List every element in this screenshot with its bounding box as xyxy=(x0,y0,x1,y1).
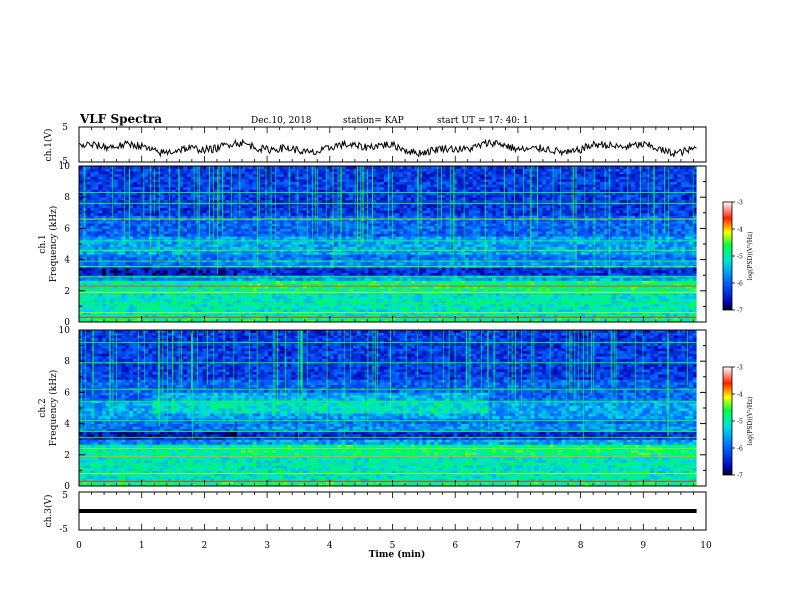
colorbar-tick-label: -4 xyxy=(737,227,743,234)
ch1-spectrogram xyxy=(79,166,706,323)
freq-tick-label: 10 xyxy=(59,162,71,172)
colorbar-tick-label: -7 xyxy=(737,473,743,480)
freq-tick-label: 2 xyxy=(64,451,70,461)
ch1-spec-label: ch.1 xyxy=(38,234,48,253)
ch1-spec-yticks: 0 2 4 6 8 10 xyxy=(59,162,706,328)
ch1-ytick-top: 5 xyxy=(62,123,68,133)
freq-tick-label: 10 xyxy=(59,326,71,336)
ch2-colorbar: -3 -4 -5 -6 -7 log(PSD)(V²/Hz) xyxy=(722,365,754,480)
freq-tick-label: 8 xyxy=(64,357,70,367)
time-tick-label: 10 xyxy=(700,541,712,551)
time-tick-label: 8 xyxy=(578,541,584,551)
freq-tick-label: 0 xyxy=(64,318,70,328)
time-tick-label: 4 xyxy=(327,541,333,551)
x-axis-tick-labels: 0 1 2 3 4 5 6 7 8 9 10 xyxy=(76,541,712,551)
colorbar-tick-label: -6 xyxy=(737,281,743,288)
station-label: station= KAP xyxy=(343,116,404,126)
ch3-ytick-bottom: -5 xyxy=(59,525,68,535)
figure-title: VLF Spectra xyxy=(79,112,162,126)
time-tick-label: 2 xyxy=(202,541,208,551)
ch1-colorbar: -3 -4 -5 -6 -7 log(PSD)(V²/Hz) xyxy=(722,200,754,315)
freq-tick-label: 2 xyxy=(64,287,70,297)
start-time-label: start UT = 17: 40: 1 xyxy=(437,116,529,126)
ch3-waveform-panel: ch.3(V) 5 -5 xyxy=(43,491,707,535)
freq-tick-label: 4 xyxy=(64,256,70,266)
time-tick-label: 3 xyxy=(264,541,270,551)
time-tick-label: 5 xyxy=(390,541,396,551)
freq-tick-label: 6 xyxy=(64,224,70,234)
ch3-ytick-top: 5 xyxy=(62,491,68,501)
freq-tick-label: 6 xyxy=(64,388,70,398)
freq-tick-label: 8 xyxy=(64,193,70,203)
ch1-colorbar-label: log(PSD)(V²/Hz) xyxy=(747,232,754,281)
ch1-spectrogram-panel: ch.1 Frequency (kHz) 0 2 4 6 8 10 xyxy=(38,162,707,328)
freq-tick-label: 0 xyxy=(64,482,70,492)
date-label: Dec.10, 2018 xyxy=(251,116,312,126)
time-tick-label: 6 xyxy=(452,541,458,551)
ch2-spec-ylabel: Frequency (kHz) xyxy=(48,370,59,447)
time-tick-label: 1 xyxy=(139,541,145,551)
ch2-spectrogram-panel: ch.2 Frequency (kHz) 0 2 4 6 8 10 xyxy=(38,326,707,492)
ch2-spectrogram xyxy=(79,330,706,487)
x-axis-label: Time (min) xyxy=(369,549,426,560)
colorbar-tick-label: -4 xyxy=(737,392,743,399)
ch3-ylabel: ch.3(V) xyxy=(43,495,54,528)
time-tick-label: 9 xyxy=(640,541,646,551)
ch2-spec-yticks: 0 2 4 6 8 10 xyxy=(59,326,706,492)
freq-tick-label: 4 xyxy=(64,420,70,430)
ch2-spec-label: ch.2 xyxy=(38,398,48,417)
ch1-trace xyxy=(78,138,697,158)
ch1-ylabel: ch.1(V) xyxy=(43,129,54,162)
ch1-waveform-panel: ch.1(V) 5 -5 xyxy=(43,123,707,167)
colorbar-tick-label: -5 xyxy=(737,254,743,261)
colorbar-tick-label: -3 xyxy=(737,200,743,207)
colorbar-tick-label: -7 xyxy=(737,308,743,315)
colorbar-tick-label: -3 xyxy=(737,365,743,372)
ch1-ytick-bottom: -5 xyxy=(59,157,68,167)
time-tick-label: 7 xyxy=(515,541,521,551)
ch2-colorbar-label: log(PSD)(V²/Hz) xyxy=(747,397,754,446)
time-tick-label: 0 xyxy=(76,541,82,551)
ch1-spec-ylabel: Frequency (kHz) xyxy=(48,206,59,283)
colorbar-tick-label: -6 xyxy=(737,446,743,453)
colorbar-tick-label: -5 xyxy=(737,419,743,426)
x-axis-ticks xyxy=(78,127,707,530)
